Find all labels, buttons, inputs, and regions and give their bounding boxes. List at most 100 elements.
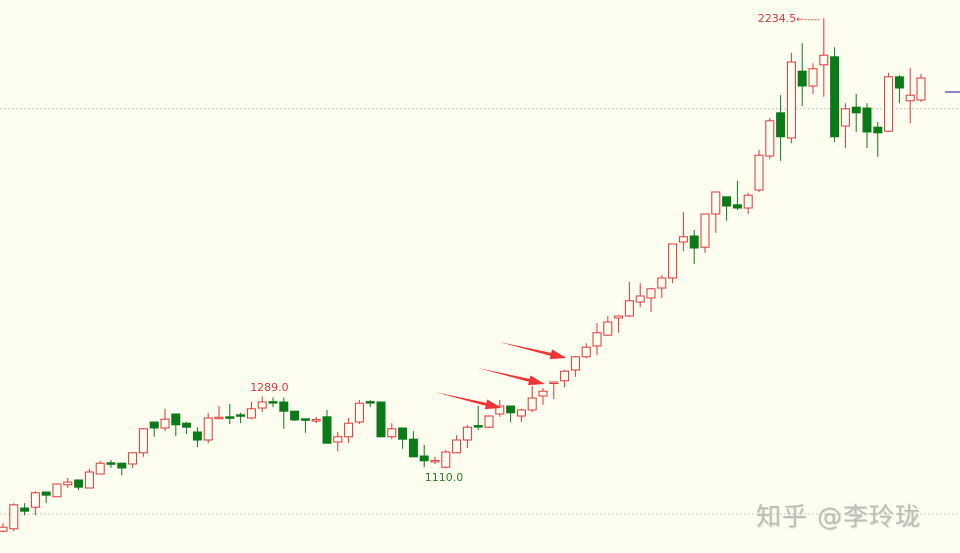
candle-body	[624, 300, 634, 317]
candle	[873, 122, 883, 157]
annotation-arrow	[434, 392, 502, 410]
candle	[516, 408, 526, 422]
candle	[182, 422, 192, 434]
candle-body	[246, 408, 256, 419]
annotation-arrow	[477, 368, 545, 386]
candle	[322, 410, 332, 444]
candle	[581, 343, 591, 358]
candle-body	[225, 416, 235, 419]
candle	[300, 418, 310, 433]
candle	[732, 180, 742, 210]
candle	[9, 503, 19, 532]
candle-body	[916, 77, 926, 101]
candle	[376, 401, 386, 438]
candle-body	[873, 126, 883, 134]
high-price-arrow: ←-----	[796, 15, 821, 26]
candle	[344, 418, 354, 444]
candle	[63, 478, 73, 488]
candle-body	[689, 235, 699, 249]
candle	[678, 212, 688, 252]
candle-body	[138, 428, 148, 454]
candle-body	[527, 397, 537, 411]
high-price-label: 2234.5←-----	[758, 12, 820, 25]
candle	[668, 243, 678, 284]
candle-body	[408, 438, 418, 458]
candle	[225, 404, 235, 424]
candle-body	[830, 56, 840, 138]
candle	[754, 150, 764, 192]
candle-body	[387, 428, 397, 438]
candle-body	[354, 402, 364, 423]
candle	[689, 230, 699, 264]
candle	[149, 421, 159, 437]
candle	[614, 315, 624, 333]
candle	[819, 18, 829, 97]
candle-body	[797, 70, 807, 87]
candle-body	[441, 451, 451, 468]
candle-body	[344, 422, 354, 438]
candle	[74, 479, 84, 490]
candle-body	[657, 277, 667, 289]
candle	[279, 397, 289, 429]
candle	[884, 72, 894, 132]
candle	[246, 402, 256, 420]
candle-body	[538, 390, 548, 397]
candle	[549, 381, 559, 400]
candle	[192, 427, 202, 448]
candle	[700, 213, 710, 253]
candle	[408, 431, 418, 458]
candle	[484, 415, 494, 428]
candle	[354, 400, 364, 424]
candle	[290, 410, 300, 421]
candle-body	[635, 295, 645, 303]
candle	[128, 452, 138, 468]
candle	[473, 406, 483, 430]
local-high-label: 1289.0	[250, 381, 289, 395]
candle-body	[419, 455, 429, 462]
candle	[527, 386, 537, 412]
candle	[441, 450, 451, 468]
candle-body	[819, 54, 829, 66]
candle-body	[743, 194, 753, 209]
candle-body	[430, 459, 440, 463]
candle-body	[52, 483, 62, 498]
candle-body	[765, 120, 775, 157]
candle-body	[851, 106, 861, 114]
candle	[840, 103, 850, 148]
candle-body	[106, 462, 116, 465]
candle-body	[0, 526, 8, 532]
candle	[722, 196, 732, 221]
candle	[765, 118, 775, 160]
candle	[635, 283, 645, 308]
candle-body	[149, 421, 159, 429]
candle	[52, 483, 62, 498]
candle-body	[30, 492, 40, 508]
candle	[711, 191, 721, 233]
candle-body	[516, 409, 526, 417]
candle-body	[700, 213, 710, 248]
candle	[624, 282, 634, 317]
candle-body	[473, 425, 483, 428]
candle-body	[311, 419, 321, 422]
local-low-label: 1110.0	[424, 471, 464, 484]
candle	[570, 356, 580, 377]
candle-body	[257, 401, 267, 409]
candle	[257, 396, 267, 412]
candle-body	[495, 405, 505, 415]
candle-body	[614, 315, 624, 319]
candle	[743, 192, 753, 214]
candle-body	[268, 401, 278, 404]
candle-body	[786, 61, 796, 139]
candle	[797, 43, 807, 106]
candle	[657, 275, 667, 298]
candle-body	[905, 94, 915, 102]
candle	[786, 52, 796, 144]
candle	[905, 68, 915, 124]
candle-body	[603, 321, 613, 336]
candle-body	[63, 481, 73, 486]
candle	[776, 95, 786, 161]
candle	[236, 412, 246, 424]
candle-body	[9, 504, 19, 530]
candle-body	[732, 204, 742, 209]
